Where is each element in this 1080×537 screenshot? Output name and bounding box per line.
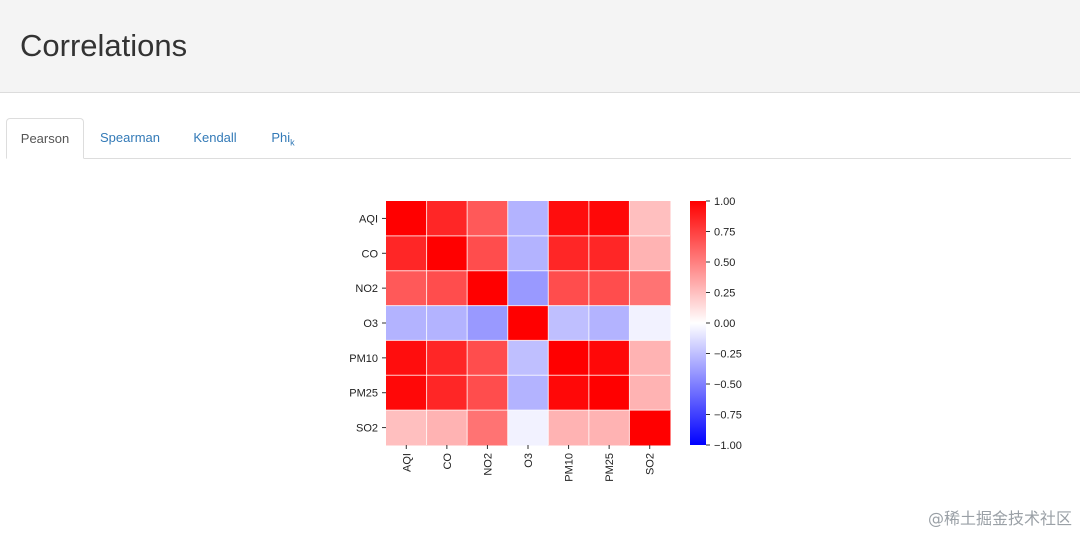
heatmap-cell [507, 270, 549, 307]
heatmap-cell [426, 201, 468, 237]
page-title: Correlations [20, 28, 188, 63]
heatmap-cell [507, 375, 549, 411]
heatmap-cell [386, 375, 428, 411]
heatmap-cell [548, 235, 590, 272]
heatmap-cell [507, 340, 549, 376]
heatmap-cell [467, 270, 509, 307]
heatmap-cell [548, 305, 590, 341]
heatmap-cell [467, 340, 509, 376]
colorbar-tick-label: 1.00 [714, 196, 735, 208]
colorbar-tick-label: 0.00 [714, 318, 735, 330]
heatmap-cell [588, 305, 630, 341]
x-tick-label: NO2 [482, 453, 494, 476]
heatmap-cell [386, 235, 428, 272]
page-header: Correlations [0, 0, 1080, 93]
heatmap-cell [386, 201, 428, 237]
heatmap-cell [588, 375, 630, 411]
y-tick-label: AQI [359, 213, 378, 225]
x-tick-label: CO [442, 453, 454, 470]
y-tick-label: CO [362, 248, 379, 260]
tab-phik[interactable]: Phik [258, 118, 308, 157]
tab-pearson[interactable]: Pearson [6, 118, 84, 159]
tab-phik-subscript: k [290, 137, 295, 148]
colorbar [690, 201, 706, 445]
x-tick-label: SO2 [645, 453, 657, 475]
heatmap-cell [629, 270, 671, 307]
y-tick-label: PM10 [349, 353, 378, 365]
heatmap-cell [467, 235, 509, 272]
correlation-heatmap: AQI CO NO2 O3 PM10 PM25 SO2 AQI CO NO2 O3 PM10 PM25 S… [349, 196, 742, 482]
colorbar-tick-label: −0.75 [714, 410, 742, 422]
heatmap-cell [588, 340, 630, 376]
colorbar-tick-label: −0.50 [714, 379, 742, 391]
heatmap-cell [426, 305, 468, 341]
heatmap-cell [548, 201, 590, 237]
y-tick-label: SO2 [356, 423, 378, 435]
colorbar-tick-label: −1.00 [714, 440, 742, 452]
heatmap-cell [386, 270, 428, 307]
colorbar-tick-label: 0.25 [714, 288, 735, 300]
heatmap-cell [629, 410, 671, 446]
heatmap-cell [507, 305, 549, 341]
colorbar-tick-label: −0.25 [714, 349, 742, 361]
tab-spearman[interactable]: Spearman [92, 118, 168, 157]
heatmap-cell [588, 410, 630, 446]
heatmap-cell [507, 201, 549, 237]
colorbar-tick-label: 0.50 [714, 257, 735, 269]
heatmap-cell [467, 305, 509, 341]
heatmap-cells [386, 201, 671, 446]
tab-phik-label: Phi [271, 130, 291, 145]
heatmap-cell [507, 410, 549, 446]
x-tick-label: PM10 [564, 453, 576, 482]
heatmap-cell [588, 270, 630, 307]
heatmap-cell [548, 375, 590, 411]
x-tick-label: PM25 [604, 453, 616, 482]
heatmap-cell [588, 201, 630, 237]
watermark: @稀土掘金技术社区 [927, 509, 1072, 528]
heatmap-cell [629, 340, 671, 376]
x-tick-label: O3 [523, 453, 535, 468]
heatmap-cell [386, 340, 428, 376]
heatmap-cell [426, 375, 468, 411]
y-tick-label: PM25 [349, 388, 378, 400]
heatmap-cell [426, 270, 468, 307]
heatmap-cell [629, 375, 671, 411]
heatmap-cell [548, 340, 590, 376]
heatmap-cell [426, 340, 468, 376]
tab-pearson-label: Pearson [20, 131, 70, 146]
heatmap-cell [507, 235, 549, 272]
heatmap-cell [467, 410, 509, 446]
heatmap-cell [548, 270, 590, 307]
heatmap-cell [588, 235, 630, 272]
tab-kendall-label: Kendall [193, 130, 237, 145]
colorbar-tick-label: 0.75 [714, 227, 735, 239]
heatmap-cell [629, 305, 671, 341]
heatmap-cell [629, 201, 671, 237]
heatmap-cell [467, 375, 509, 411]
heatmap-cell [386, 305, 428, 341]
heatmap-cell [386, 410, 428, 446]
tab-kendall[interactable]: Kendall [182, 118, 248, 157]
tab-spearman-label: Spearman [100, 130, 160, 145]
heatmap-cell [426, 410, 468, 446]
heatmap-cell [629, 235, 671, 272]
x-tick-label: AQI [401, 453, 413, 472]
y-tick-label: NO2 [355, 283, 378, 295]
heatmap-cell [426, 235, 468, 272]
heatmap-cell [548, 410, 590, 446]
correlation-tabs: Pearson Spearman Kendall Phik [6, 118, 1071, 159]
heatmap-cell [467, 201, 509, 237]
y-tick-label: O3 [363, 318, 378, 330]
